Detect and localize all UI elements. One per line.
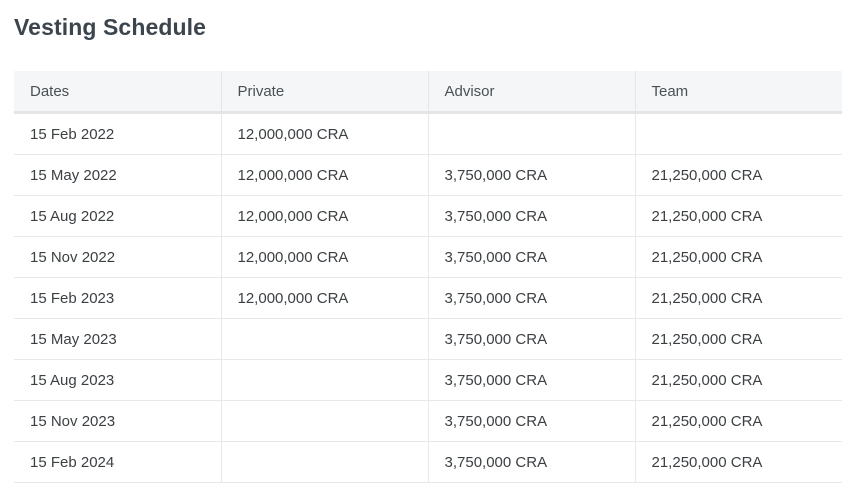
cell-date: 15 May 2022 [14, 154, 222, 196]
cell-private [221, 359, 429, 401]
cell-team [635, 112, 842, 155]
cell-date: 15 Feb 2023 [14, 277, 222, 319]
table-row: 15 May 2023 3,750,000 CRA 21,250,000 CRA [14, 318, 842, 360]
cell-private: 12,000,000 CRA [221, 154, 429, 196]
cell-private [221, 318, 429, 360]
cell-advisor: 3,750,000 CRA [428, 400, 636, 442]
table-header: Dates Private Advisor Team [14, 71, 842, 114]
cell-date: 15 Nov 2022 [14, 236, 222, 278]
cell-team: 21,250,000 CRA [635, 236, 842, 278]
cell-advisor: 3,750,000 CRA [428, 195, 636, 237]
cell-advisor: 3,750,000 CRA [428, 236, 636, 278]
table-row: 15 Feb 2023 12,000,000 CRA 3,750,000 CRA… [14, 277, 842, 319]
cell-date: 15 Nov 2023 [14, 400, 222, 442]
cell-team: 21,250,000 CRA [635, 359, 842, 401]
cell-advisor: 3,750,000 CRA [428, 277, 636, 319]
cell-team: 21,250,000 CRA [635, 277, 842, 319]
cell-private: 12,000,000 CRA [221, 112, 429, 155]
cell-private [221, 400, 429, 442]
cell-private: 12,000,000 CRA [221, 236, 429, 278]
cell-advisor: 3,750,000 CRA [428, 154, 636, 196]
cell-team: 21,250,000 CRA [635, 318, 842, 360]
table-header-row: Dates Private Advisor Team [14, 71, 842, 114]
cell-team: 21,250,000 CRA [635, 195, 842, 237]
column-header-team: Team [635, 71, 842, 114]
cell-advisor: 3,750,000 CRA [428, 441, 636, 483]
table-row: 15 Nov 2022 12,000,000 CRA 3,750,000 CRA… [14, 236, 842, 278]
cell-date: 15 Aug 2023 [14, 359, 222, 401]
table-row: 15 Nov 2023 3,750,000 CRA 21,250,000 CRA [14, 400, 842, 442]
cell-private: 12,000,000 CRA [221, 195, 429, 237]
cell-private [221, 441, 429, 483]
cell-date: 15 Feb 2024 [14, 441, 222, 483]
cell-date: 15 Aug 2022 [14, 195, 222, 237]
cell-advisor: 3,750,000 CRA [428, 318, 636, 360]
table-body: 15 Feb 2022 12,000,000 CRA 15 May 2022 1… [14, 112, 842, 483]
column-header-private: Private [221, 71, 429, 114]
cell-team: 21,250,000 CRA [635, 441, 842, 483]
cell-date: 15 Feb 2022 [14, 112, 222, 155]
column-header-dates: Dates [14, 71, 222, 114]
vesting-table: Dates Private Advisor Team 15 Feb 2022 1… [14, 71, 842, 483]
cell-team: 21,250,000 CRA [635, 154, 842, 196]
cell-advisor [428, 112, 636, 155]
table-row: 15 Feb 2022 12,000,000 CRA [14, 112, 842, 155]
cell-private: 12,000,000 CRA [221, 277, 429, 319]
cell-team: 21,250,000 CRA [635, 400, 842, 442]
table-row: 15 Feb 2024 3,750,000 CRA 21,250,000 CRA [14, 441, 842, 483]
table-row: 15 Aug 2023 3,750,000 CRA 21,250,000 CRA [14, 359, 842, 401]
page-title: Vesting Schedule [14, 14, 207, 40]
column-header-advisor: Advisor [428, 71, 636, 114]
table-row: 15 May 2022 12,000,000 CRA 3,750,000 CRA… [14, 154, 842, 196]
cell-date: 15 May 2023 [14, 318, 222, 360]
table-row: 15 Aug 2022 12,000,000 CRA 3,750,000 CRA… [14, 195, 842, 237]
cell-advisor: 3,750,000 CRA [428, 359, 636, 401]
